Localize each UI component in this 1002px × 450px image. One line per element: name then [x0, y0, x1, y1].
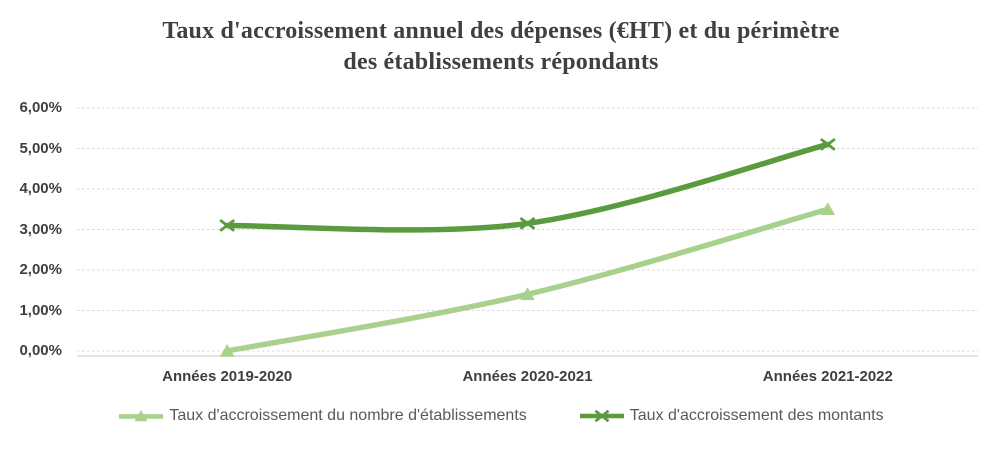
chart-title-line2: des établissements répondants [343, 49, 659, 75]
x-marker-swatch [579, 409, 624, 423]
chart-title-line1: Taux d'accroissement annuel des dépenses… [162, 18, 840, 44]
x-tick-label: Années 2020-2021 [462, 368, 593, 385]
legend-label: Taux d'accroissement du nombre d'établis… [169, 407, 527, 424]
legend-item-etablissements: Taux d'accroissement du nombre d'établis… [118, 407, 527, 425]
y-tick-label: 4,00% [19, 180, 62, 197]
y-tick-label: 5,00% [19, 139, 62, 157]
triangle-marker-swatch [119, 410, 164, 422]
legend: Taux d'accroissement du nombre d'établis… [0, 407, 1002, 425]
chart-title: Taux d'accroissement annuel des dépenses… [0, 16, 1002, 78]
legend-item-montants: Taux d'accroissement des montants [579, 407, 884, 425]
y-tick-label: 3,00% [19, 220, 62, 238]
x-tick-label: Années 2021-2022 [762, 368, 893, 385]
legend-label: Taux d'accroissement des montants [629, 407, 884, 424]
y-tick-label: 6,00% [19, 99, 62, 116]
y-tick-label: 1,00% [19, 301, 62, 319]
y-tick-label: 2,00% [19, 261, 62, 278]
y-tick-label: 0,00% [19, 342, 62, 359]
x-tick-label: Années 2019-2020 [162, 368, 293, 385]
